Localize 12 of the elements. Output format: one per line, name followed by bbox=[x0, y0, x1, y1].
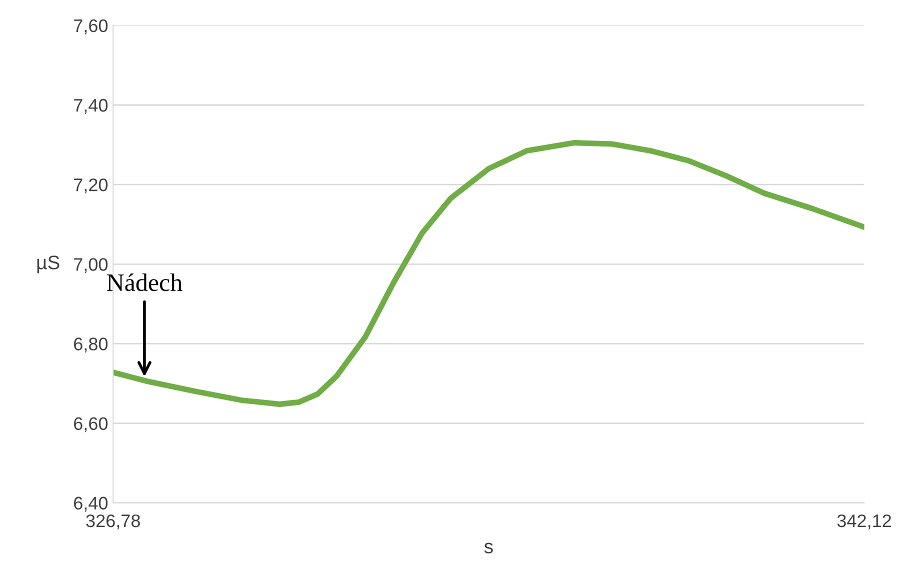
y-axis-title: µS bbox=[37, 256, 60, 274]
annotation: Nádech bbox=[107, 273, 182, 292]
y-tick-label: 6,60 bbox=[74, 417, 108, 432]
y-tick-label: 7,40 bbox=[74, 98, 108, 114]
x-tick-label: 342,12 bbox=[837, 514, 891, 530]
x-tick-label: 326,78 bbox=[86, 514, 140, 530]
y-tick-label: 6,80 bbox=[74, 338, 108, 353]
y-tick-label: 7,60 bbox=[74, 19, 108, 34]
y-tick-label: 7,20 bbox=[74, 178, 108, 194]
y-tick-label: 6,40 bbox=[74, 496, 108, 512]
y-tick-label: 7,00 bbox=[74, 258, 108, 273]
x-axis-title: s bbox=[484, 542, 493, 554]
